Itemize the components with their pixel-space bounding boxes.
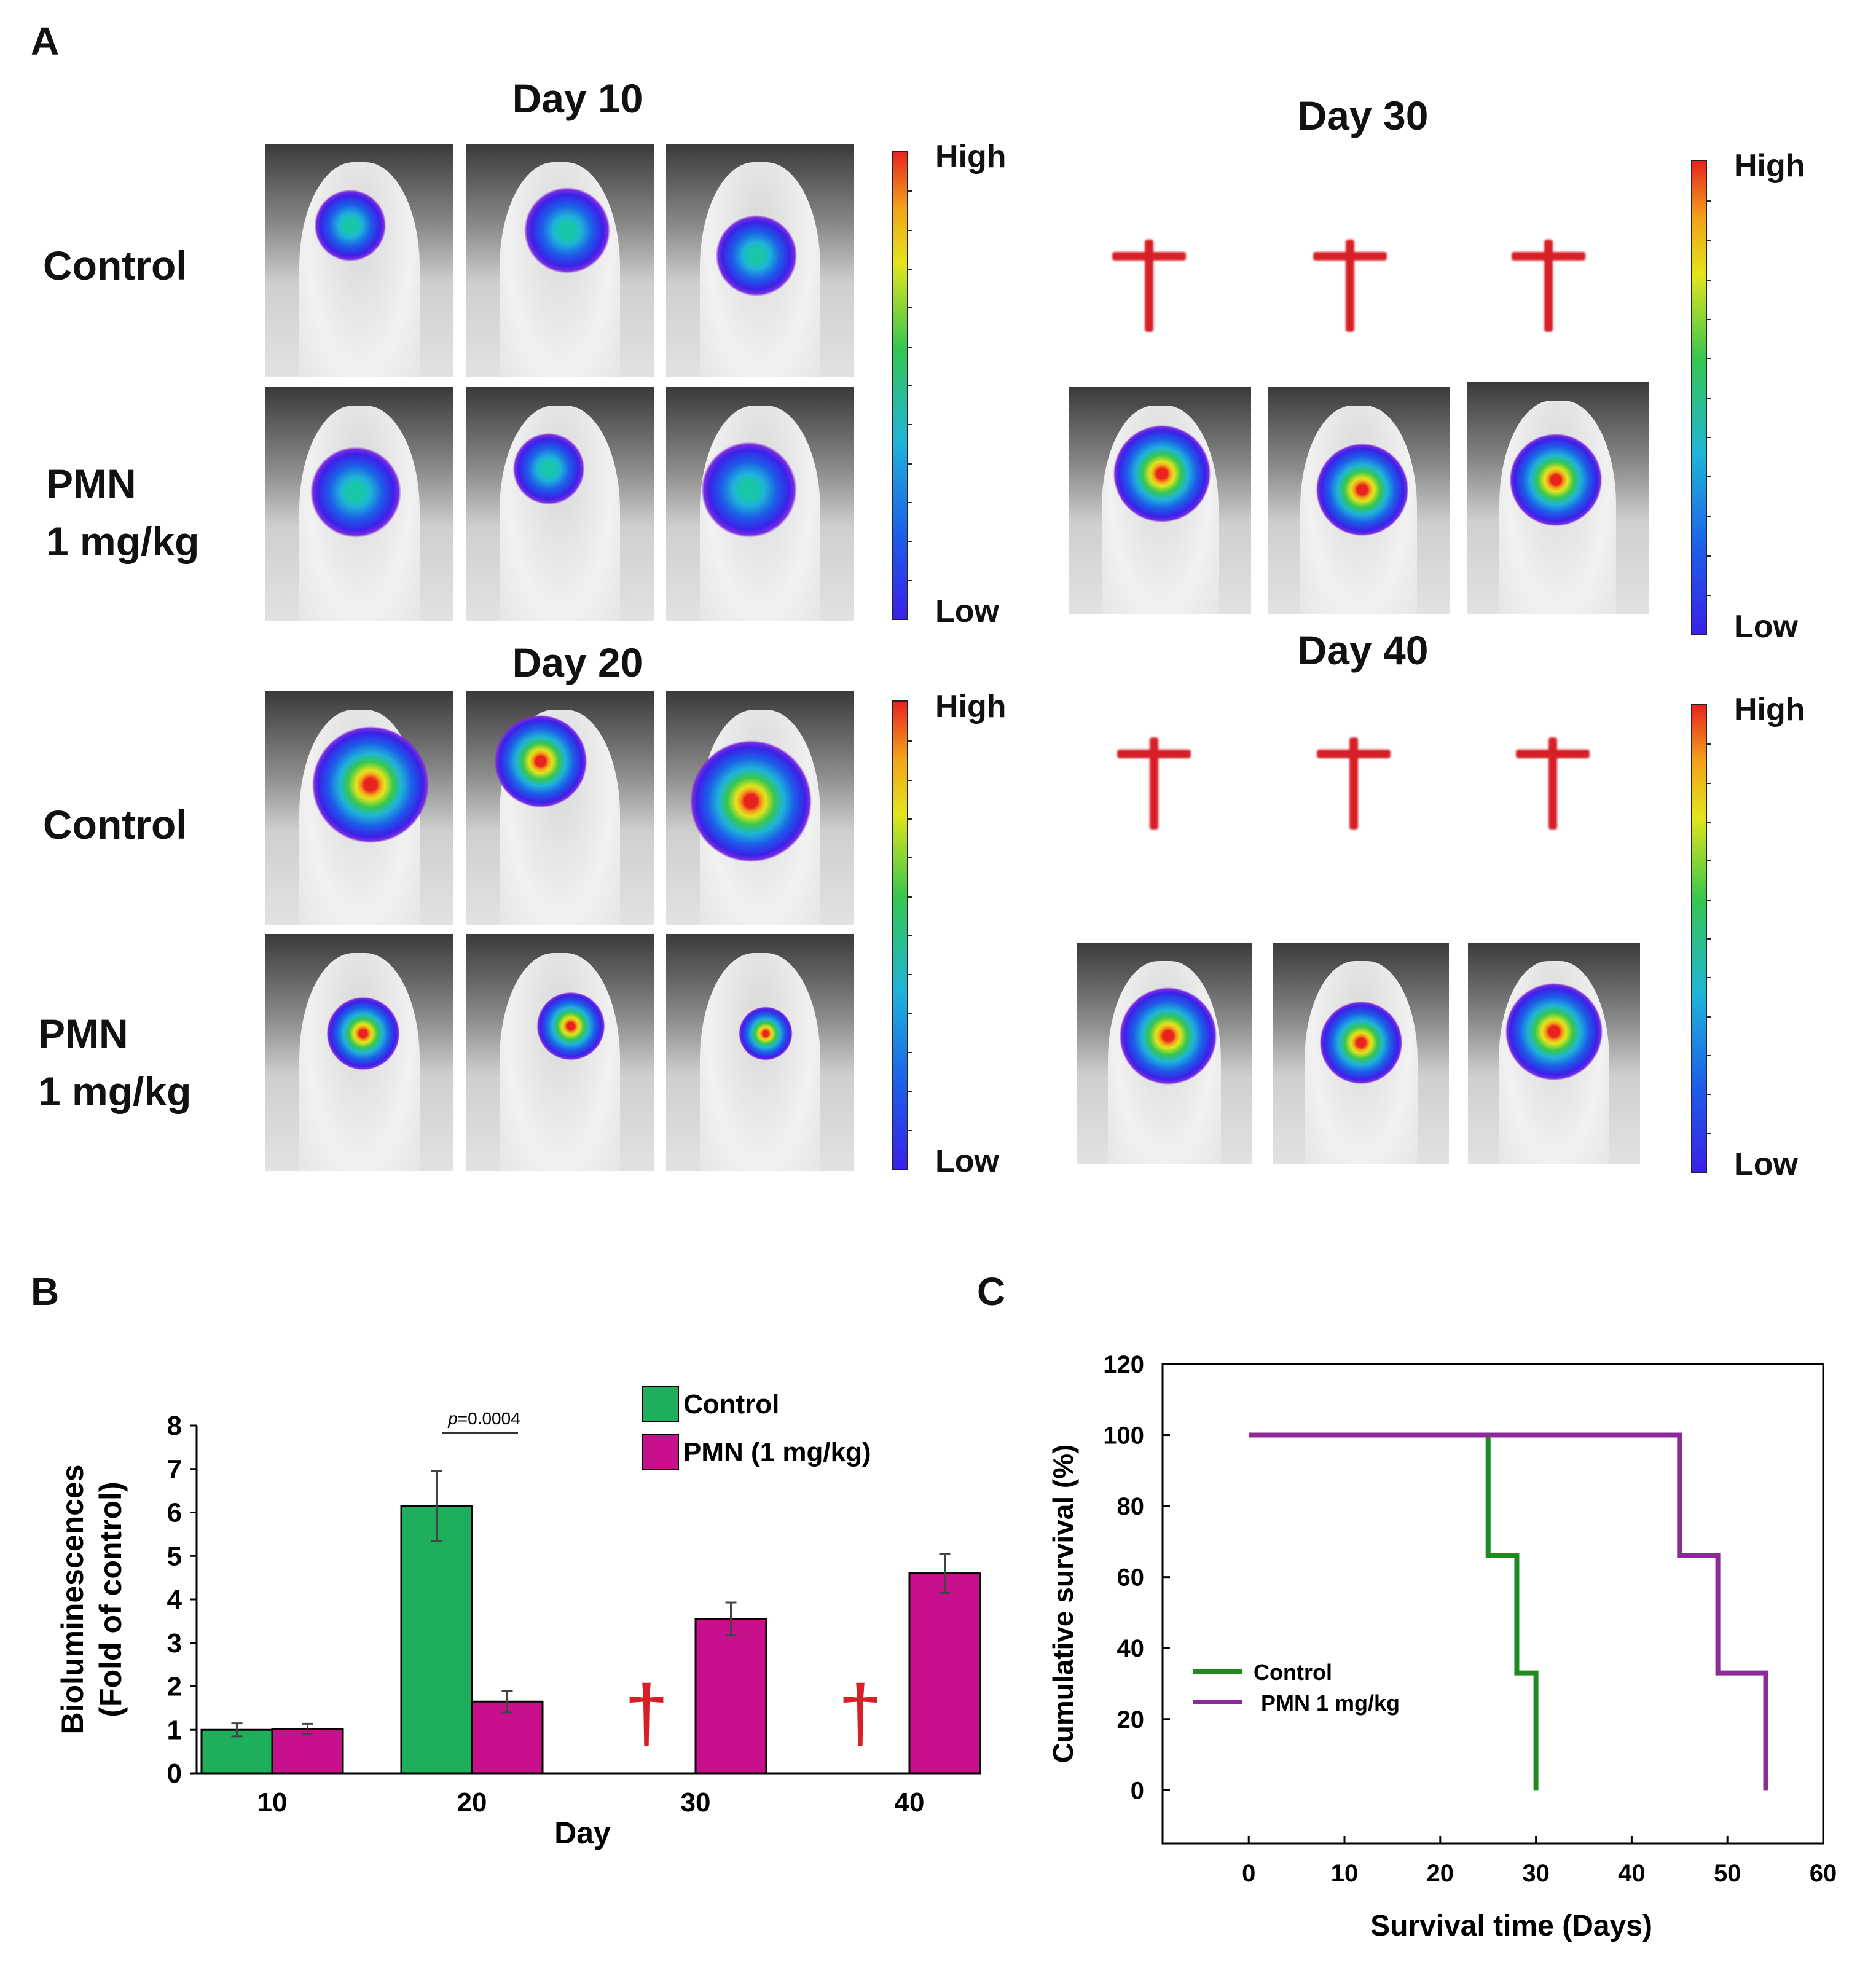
y-tick-label: 7 <box>167 1454 182 1485</box>
day10-pmn-label: PMN 1 mg/kg <box>46 461 200 564</box>
x-tick-label: 30 <box>681 1787 711 1818</box>
scale-high-label: High <box>935 139 1007 175</box>
mouse-image <box>1468 943 1640 1164</box>
color-scale-bar <box>892 151 912 620</box>
scale-high-label: High <box>1734 148 1805 184</box>
x-tick-label: 10 <box>257 1787 288 1818</box>
mouse-image <box>466 691 654 925</box>
mouse-image <box>265 144 453 377</box>
bar-pmn <box>694 1618 767 1775</box>
panel-a-label: A <box>31 19 60 63</box>
mouse-image <box>666 691 854 925</box>
color-scale-bar <box>892 700 912 1170</box>
mouse-image <box>265 934 453 1171</box>
mouse-image <box>1077 943 1252 1164</box>
survival-line-pmn <box>1249 1432 1768 1791</box>
scale-high-label: High <box>935 689 1007 724</box>
y-tick-label: 100 <box>1103 1422 1144 1449</box>
x-tick-label: 30 <box>1522 1860 1550 1887</box>
mouse-image <box>1268 387 1450 614</box>
y-tick-label: 1 <box>167 1715 182 1745</box>
death-cross-icon <box>1117 737 1191 830</box>
death-cross-icon <box>1516 737 1590 830</box>
y-axis-label: Bioluminescences (Fold of control) <box>55 1464 128 1734</box>
legend-label: PMN (1 mg/kg) <box>683 1437 871 1467</box>
legend-label: Control <box>1254 1660 1332 1685</box>
y-tick-label: 20 <box>1117 1706 1145 1733</box>
x-tick-label: 40 <box>895 1787 925 1818</box>
legend-swatch <box>642 1386 679 1422</box>
legend-label: PMN 1 mg/kg <box>1261 1690 1400 1716</box>
y-tick-label: 2 <box>167 1672 182 1702</box>
mouse-image <box>666 387 854 621</box>
color-scale-bar <box>1691 704 1711 1173</box>
color-scale-bar <box>1691 160 1711 635</box>
scale-low-label: Low <box>935 1143 999 1179</box>
y-tick-label: 80 <box>1117 1493 1145 1520</box>
survival-chart: 0 20 40 60 80 100 120 0 10 20 30 40 50 60 Cumulative s… <box>1047 1351 1837 1942</box>
mouse-image <box>466 387 654 621</box>
y-tick-label: 120 <box>1103 1351 1144 1378</box>
x-axis-label: Survival time (Days) <box>1370 1910 1652 1942</box>
day20-control-label: Control <box>43 802 187 847</box>
y-tick-label: 6 <box>167 1498 182 1528</box>
legend-label: Control <box>683 1389 779 1419</box>
death-dagger-icon: † <box>838 1668 882 1758</box>
panel-c-label: C <box>977 1269 1006 1314</box>
p-value-annotation: p=0.0004 <box>447 1409 520 1428</box>
death-dagger-icon: † <box>624 1668 669 1758</box>
mouse-image <box>666 144 854 377</box>
death-cross-icon <box>1317 737 1391 830</box>
x-axis-label: Day <box>554 1816 611 1850</box>
mouse-image <box>466 144 654 377</box>
bar-chart: 0 1 2 3 4 5 6 7 8 Bioluminescences (Fold of contro… <box>55 1386 981 1850</box>
y-tick-label: 3 <box>167 1628 182 1658</box>
x-tick-label: 10 <box>1331 1860 1359 1887</box>
day10-title: Day 10 <box>512 76 643 121</box>
scale-low-label: Low <box>1734 609 1798 645</box>
plot-frame <box>1161 1363 1824 1845</box>
x-tick-label: 20 <box>1427 1860 1454 1887</box>
x-tick-label: 40 <box>1618 1860 1646 1887</box>
legend-swatch <box>642 1434 679 1470</box>
y-tick-label: 0 <box>1131 1777 1144 1804</box>
day10-control-label: Control <box>43 243 187 288</box>
y-tick-label: 0 <box>167 1759 182 1789</box>
x-tick-label: 0 <box>1242 1860 1255 1887</box>
y-tick-label: 60 <box>1117 1564 1145 1591</box>
mouse-image <box>466 934 654 1171</box>
death-cross-icon <box>1512 240 1585 332</box>
mouse-image <box>1273 943 1449 1164</box>
y-tick-label: 40 <box>1117 1635 1145 1662</box>
x-tick-label: 60 <box>1810 1860 1837 1887</box>
mouse-image <box>265 691 453 925</box>
scale-low-label: Low <box>935 594 999 629</box>
mouse-image <box>666 934 854 1171</box>
bar-pmn <box>908 1572 981 1775</box>
mouse-image <box>1069 387 1251 614</box>
panel-b-label: B <box>31 1269 60 1314</box>
survival-line-control <box>1249 1432 1539 1791</box>
x-tick-label: 50 <box>1714 1860 1741 1887</box>
mouse-image <box>265 387 453 621</box>
y-tick-label: 8 <box>167 1411 182 1441</box>
y-tick-label: 4 <box>167 1585 182 1615</box>
day20-title: Day 20 <box>512 640 643 685</box>
day20-pmn-label: PMN 1 mg/kg <box>38 1011 192 1114</box>
scale-low-label: Low <box>1734 1147 1798 1182</box>
day30-title: Day 30 <box>1297 93 1429 138</box>
death-cross-icon <box>1112 240 1186 332</box>
mouse-image <box>1467 382 1649 614</box>
y-tick-label: 5 <box>167 1541 182 1571</box>
day40-title: Day 40 <box>1297 627 1429 673</box>
x-tick-label: 20 <box>457 1787 487 1818</box>
y-axis-label: Cumulative survival (%) <box>1047 1445 1079 1763</box>
bar-pmn <box>271 1728 344 1775</box>
scale-high-label: High <box>1734 692 1805 728</box>
bar-control <box>400 1505 473 1775</box>
death-cross-icon <box>1313 240 1387 332</box>
